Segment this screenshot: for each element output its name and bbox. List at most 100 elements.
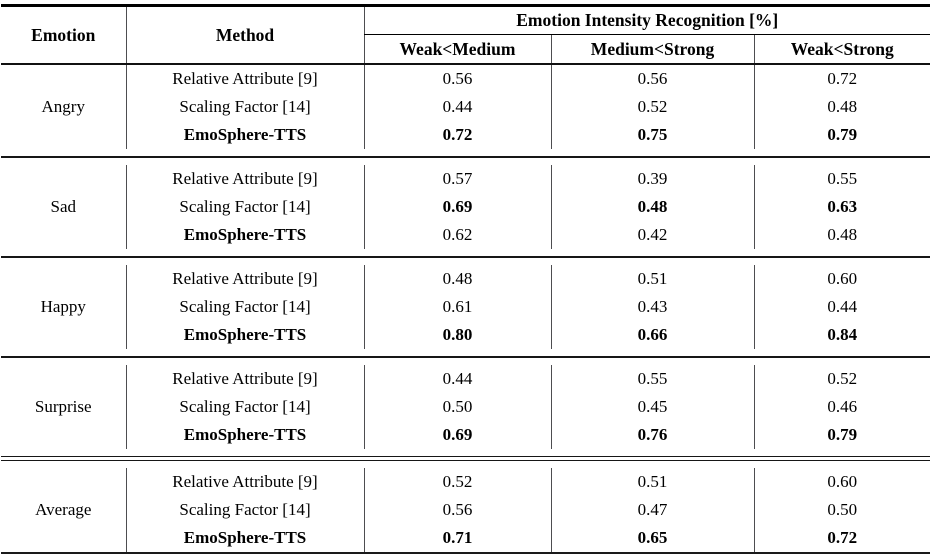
value-cell: 0.56 — [363, 64, 551, 93]
emotion-cell: Surprise — [34, 397, 92, 416]
value-cell: 0.48 — [363, 265, 551, 293]
emotion-cell: Happy — [40, 297, 86, 316]
method-cell: Scaling Factor [14] — [125, 393, 364, 421]
method-cell: EmoSphere-TTS — [125, 321, 364, 349]
method-cell: EmoSphere-TTS — [125, 421, 364, 449]
table-row: Sad Relative Attribute [9] 0.57 0.39 0.5… — [1, 165, 931, 216]
method-cell: EmoSphere-TTS — [125, 221, 364, 249]
value-cell: 0.51 — [550, 265, 754, 293]
table-row: EmoSphere-TTS 0.80 0.66 0.84 — [1, 321, 931, 349]
value-cell: 0.80 — [363, 321, 551, 349]
value-cell: 0.55 — [753, 165, 931, 193]
horizontal-rule — [1, 156, 931, 158]
value-cell: 0.44 — [753, 293, 931, 321]
table-row: EmoSphere-TTS 0.62 0.42 0.48 — [1, 221, 931, 249]
table-row: Angry Relative Attribute [9] 0.56 0.56 0… — [1, 64, 931, 116]
value-cell: 0.56 — [363, 496, 551, 524]
method-cell: Relative Attribute [9] — [125, 265, 364, 293]
value-cell: 0.71 — [363, 524, 551, 553]
group-separator — [1, 249, 931, 265]
value-cell: 0.50 — [753, 496, 931, 524]
header-group: Emotion Intensity Recognition [%] — [363, 5, 931, 35]
group-separator — [1, 149, 931, 165]
group-sad: Sad Relative Attribute [9] 0.57 0.39 0.5… — [1, 165, 931, 249]
value-cell: 0.60 — [753, 265, 931, 293]
value-cell: 0.66 — [550, 321, 754, 349]
value-cell: 0.61 — [363, 293, 551, 321]
subheader-weak-medium: Weak<Medium — [363, 34, 551, 65]
table-row: Happy Relative Attribute [9] 0.48 0.51 0… — [1, 265, 931, 316]
value-cell: 0.52 — [550, 93, 754, 121]
table-row: Scaling Factor [14] 0.56 0.47 0.50 — [1, 496, 931, 524]
method-cell: EmoSphere-TTS — [125, 524, 364, 553]
emotion-cell: Angry — [41, 97, 85, 116]
table-row: EmoSphere-TTS 0.71 0.65 0.72 — [1, 524, 931, 553]
method-cell: Scaling Factor [14] — [125, 293, 364, 321]
table-row: EmoSphere-TTS 0.69 0.76 0.79 — [1, 421, 931, 449]
method-cell: Relative Attribute [9] — [125, 64, 364, 93]
value-cell: 0.62 — [363, 221, 551, 249]
value-cell: 0.42 — [550, 221, 754, 249]
header-row-1: Emotion Method Emotion Intensity Recogni… — [1, 5, 931, 65]
value-cell: 0.56 — [550, 64, 754, 93]
group-happy: Happy Relative Attribute [9] 0.48 0.51 0… — [1, 265, 931, 349]
table-row: Average Relative Attribute [9] 0.52 0.51… — [1, 468, 931, 519]
method-cell: Scaling Factor [14] — [125, 496, 364, 524]
value-cell: 0.76 — [550, 421, 754, 449]
emotion-cell: Sad — [50, 197, 77, 216]
value-cell: 0.50 — [363, 393, 551, 421]
value-cell: 0.44 — [363, 93, 551, 121]
horizontal-rule — [1, 356, 931, 358]
table-row: Scaling Factor [14] 0.69 0.48 0.63 — [1, 193, 931, 221]
results-table: Emotion Method Emotion Intensity Recogni… — [1, 4, 931, 554]
value-cell: 0.48 — [550, 193, 754, 221]
value-cell: 0.60 — [753, 468, 931, 496]
method-cell: Relative Attribute [9] — [125, 365, 364, 393]
value-cell: 0.72 — [363, 121, 551, 149]
table-header: Emotion Method Emotion Intensity Recogni… — [1, 5, 931, 65]
subheader-medium-strong: Medium<Strong — [550, 34, 754, 65]
value-cell: 0.48 — [753, 221, 931, 249]
subheader-weak-strong: Weak<Strong — [753, 34, 931, 65]
table-row: EmoSphere-TTS 0.72 0.75 0.79 — [1, 121, 931, 149]
group-average: Average Relative Attribute [9] 0.52 0.51… — [1, 468, 931, 553]
method-cell: Relative Attribute [9] — [125, 165, 364, 193]
value-cell: 0.75 — [550, 121, 754, 149]
horizontal-rule — [1, 256, 931, 258]
value-cell: 0.43 — [550, 293, 754, 321]
value-cell: 0.65 — [550, 524, 754, 553]
value-cell: 0.69 — [363, 421, 551, 449]
table-row: Scaling Factor [14] 0.61 0.43 0.44 — [1, 293, 931, 321]
group-angry: Angry Relative Attribute [9] 0.56 0.56 0… — [1, 64, 931, 149]
header-method: Method — [125, 5, 364, 65]
value-cell: 0.47 — [550, 496, 754, 524]
table-row: Scaling Factor [14] 0.50 0.45 0.46 — [1, 393, 931, 421]
table-row: Surprise Relative Attribute [9] 0.44 0.5… — [1, 365, 931, 416]
value-cell: 0.51 — [550, 468, 754, 496]
value-cell: 0.39 — [550, 165, 754, 193]
group-separator — [1, 349, 931, 365]
value-cell: 0.69 — [363, 193, 551, 221]
value-cell: 0.63 — [753, 193, 931, 221]
method-cell: Relative Attribute [9] — [125, 468, 364, 496]
double-horizontal-rule — [1, 456, 931, 461]
value-cell: 0.72 — [753, 524, 931, 553]
value-cell: 0.55 — [550, 365, 754, 393]
value-cell: 0.46 — [753, 393, 931, 421]
header-emotion: Emotion — [1, 5, 126, 65]
value-cell: 0.48 — [753, 93, 931, 121]
group-surprise: Surprise Relative Attribute [9] 0.44 0.5… — [1, 365, 931, 449]
value-cell: 0.52 — [363, 468, 551, 496]
method-cell: Scaling Factor [14] — [125, 93, 364, 121]
value-cell: 0.57 — [363, 165, 551, 193]
method-cell: Scaling Factor [14] — [125, 193, 364, 221]
value-cell: 0.72 — [753, 64, 931, 93]
table-row: Scaling Factor [14] 0.44 0.52 0.48 — [1, 93, 931, 121]
value-cell: 0.79 — [753, 421, 931, 449]
method-cell: EmoSphere-TTS — [125, 121, 364, 149]
emotion-cell: Average — [35, 500, 92, 519]
value-cell: 0.84 — [753, 321, 931, 349]
group-separator-double — [1, 449, 931, 468]
header-row-2: Weak<Medium Medium<Strong Weak<Strong — [1, 34, 931, 65]
